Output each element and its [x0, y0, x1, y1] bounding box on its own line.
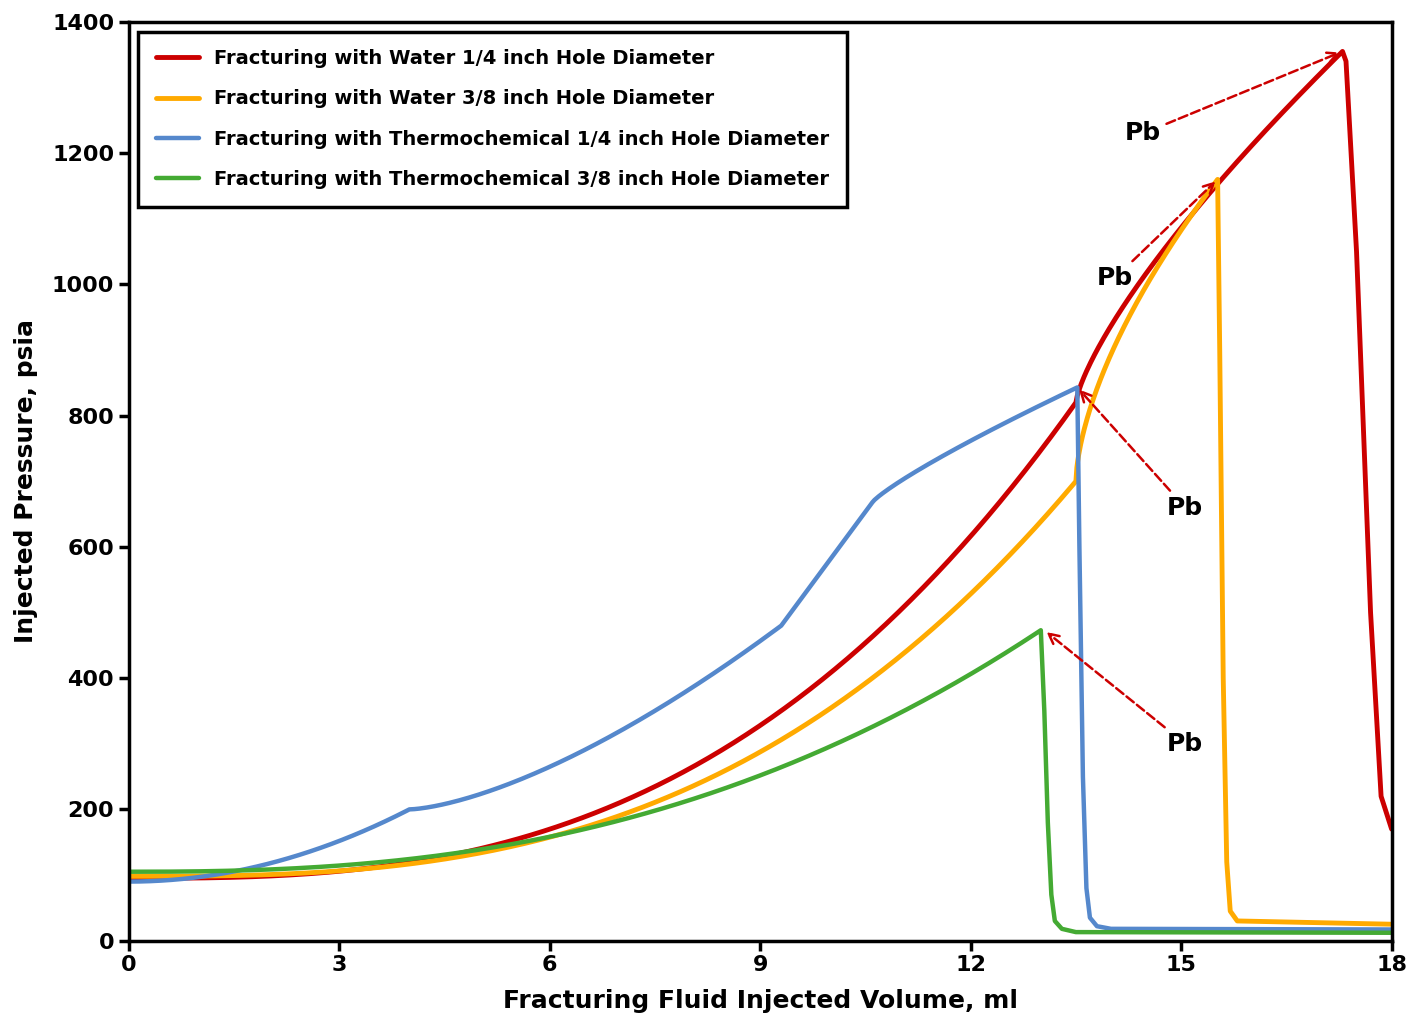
Fracturing with Water 3/8 inch Hole Diameter — [121, 870, 138, 882]
Fracturing with Water 3/8 inch Hole Diameter — [1383, 918, 1400, 930]
Fracturing with Thermochemical 3/8 inch Hole Diameter — [594, 819, 611, 831]
Fracturing with Water 1/4 inch Hole Diameter — [121, 872, 138, 884]
Fracturing with Water 1/4 inch Hole Diameter — [557, 817, 574, 830]
Fracturing with Thermochemical 1/4 inch Hole Diameter — [1069, 381, 1086, 393]
Fracturing with Thermochemical 3/8 inch Hole Diameter — [121, 866, 138, 878]
Fracturing with Thermochemical 1/4 inch Hole Diameter — [308, 843, 325, 855]
Fracturing with Thermochemical 1/4 inch Hole Diameter — [942, 446, 959, 458]
Fracturing with Thermochemical 1/4 inch Hole Diameter — [1383, 923, 1400, 936]
Text: Pb: Pb — [1097, 183, 1214, 290]
Fracturing with Water 3/8 inch Hole Diameter — [678, 783, 695, 795]
Line: Fracturing with Water 1/4 inch Hole Diameter: Fracturing with Water 1/4 inch Hole Diam… — [129, 51, 1391, 878]
Fracturing with Thermochemical 1/4 inch Hole Diameter — [458, 792, 475, 804]
Line: Fracturing with Thermochemical 1/4 inch Hole Diameter: Fracturing with Thermochemical 1/4 inch … — [129, 387, 1391, 929]
Fracturing with Thermochemical 1/4 inch Hole Diameter — [192, 871, 209, 883]
Fracturing with Thermochemical 1/4 inch Hole Diameter — [121, 875, 138, 887]
Fracturing with Water 3/8 inch Hole Diameter — [1148, 262, 1165, 274]
Fracturing with Thermochemical 3/8 inch Hole Diameter — [925, 689, 942, 701]
Fracturing with Thermochemical 3/8 inch Hole Diameter — [202, 865, 219, 877]
Line: Fracturing with Water 3/8 inch Hole Diameter: Fracturing with Water 3/8 inch Hole Diam… — [129, 180, 1391, 924]
Fracturing with Water 3/8 inch Hole Diameter — [557, 827, 574, 839]
Line: Fracturing with Thermochemical 3/8 inch Hole Diameter: Fracturing with Thermochemical 3/8 inch … — [129, 631, 1391, 933]
Fracturing with Thermochemical 3/8 inch Hole Diameter — [1383, 926, 1400, 939]
Fracturing with Water 1/4 inch Hole Diameter — [918, 577, 935, 589]
Text: Pb: Pb — [1081, 391, 1204, 520]
Text: Pb: Pb — [1049, 634, 1204, 756]
Fracturing with Water 3/8 inch Hole Diameter — [868, 669, 885, 681]
Fracturing with Water 1/4 inch Hole Diameter — [1383, 823, 1400, 835]
Fracturing with Water 1/4 inch Hole Diameter — [1334, 45, 1351, 58]
X-axis label: Fracturing Fluid Injected Volume, ml: Fracturing Fluid Injected Volume, ml — [503, 989, 1017, 1013]
Fracturing with Water 3/8 inch Hole Diameter — [418, 855, 435, 868]
Fracturing with Thermochemical 3/8 inch Hole Diameter — [1032, 624, 1049, 637]
Text: Pb: Pb — [1125, 52, 1337, 146]
Fracturing with Thermochemical 3/8 inch Hole Diameter — [948, 677, 965, 689]
Fracturing with Water 1/4 inch Hole Diameter — [1204, 184, 1221, 196]
Fracturing with Thermochemical 3/8 inch Hole Diameter — [908, 698, 925, 711]
Fracturing with Thermochemical 1/4 inch Hole Diameter — [216, 867, 233, 879]
Fracturing with Thermochemical 3/8 inch Hole Diameter — [976, 659, 993, 672]
Fracturing with Water 1/4 inch Hole Diameter — [745, 724, 762, 736]
Legend: Fracturing with Water 1/4 inch Hole Diameter, Fracturing with Water 3/8 inch Hol: Fracturing with Water 1/4 inch Hole Diam… — [138, 32, 847, 206]
Fracturing with Water 1/4 inch Hole Diameter — [1185, 206, 1202, 219]
Fracturing with Water 1/4 inch Hole Diameter — [1052, 418, 1069, 430]
Fracturing with Water 3/8 inch Hole Diameter — [1016, 532, 1033, 544]
Fracturing with Thermochemical 1/4 inch Hole Diameter — [820, 556, 837, 568]
Fracturing with Water 3/8 inch Hole Diameter — [1209, 174, 1226, 186]
Y-axis label: Injected Pressure, psia: Injected Pressure, psia — [14, 319, 38, 643]
